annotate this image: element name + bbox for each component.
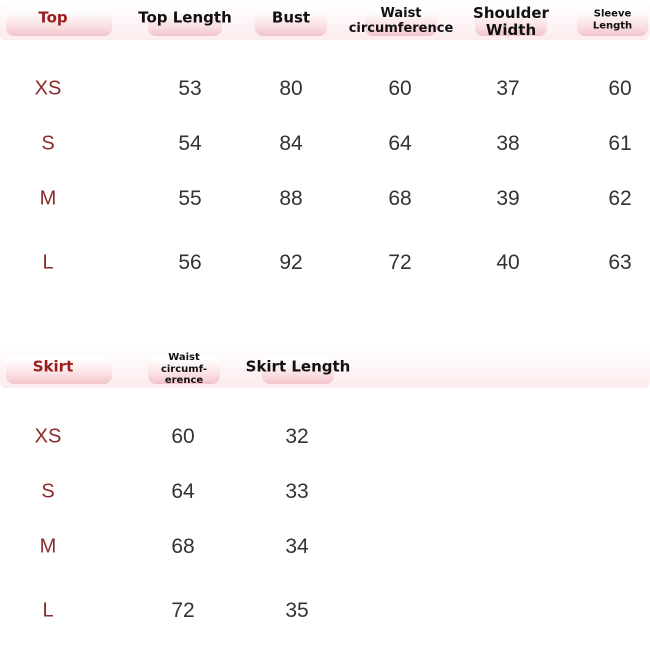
measurement-cell: 32 <box>285 425 309 448</box>
measurement-cell: 38 <box>496 132 520 155</box>
measurement-cell: 34 <box>285 535 309 558</box>
header-pill <box>255 8 327 36</box>
measurement-cell: 54 <box>178 132 202 155</box>
measurement-cell: 84 <box>279 132 303 155</box>
measurement-cell: 68 <box>171 535 195 558</box>
measurement-cell: 60 <box>388 77 412 100</box>
header-pill <box>6 356 112 384</box>
column-header: Skirt Length <box>245 357 351 376</box>
measurement-cell: 92 <box>279 251 303 274</box>
size-label: M <box>39 187 57 210</box>
header-pill <box>475 8 547 36</box>
measurement-cell: 55 <box>178 187 202 210</box>
measurement-cell: 39 <box>496 187 520 210</box>
measurement-cell: 64 <box>171 480 195 503</box>
header-pill <box>365 8 437 36</box>
size-label: S <box>41 132 55 155</box>
measurement-cell: 33 <box>285 480 309 503</box>
measurement-cell: 37 <box>496 77 520 100</box>
header-pill <box>148 8 222 36</box>
size-label: XS <box>34 77 62 100</box>
column-header: Top <box>38 8 68 27</box>
measurement-cell: 53 <box>178 77 202 100</box>
column-header: Sleeve Length <box>592 8 633 32</box>
header-pill <box>6 8 112 36</box>
size-label: S <box>41 480 55 503</box>
column-header: Skirt <box>32 357 74 376</box>
size-label: M <box>39 535 57 558</box>
column-header: Top Length <box>138 8 232 27</box>
measurement-cell: 72 <box>171 599 195 622</box>
measurement-cell: 56 <box>178 251 202 274</box>
header-pill <box>148 356 220 384</box>
measurement-cell: 64 <box>388 132 412 155</box>
measurement-cell: 60 <box>608 77 632 100</box>
size-label: L <box>42 251 54 274</box>
measurement-cell: 80 <box>279 77 303 100</box>
measurement-cell: 72 <box>388 251 412 274</box>
measurement-cell: 68 <box>388 187 412 210</box>
measurement-cell: 61 <box>608 132 632 155</box>
column-header: Waist circumf-erence <box>160 351 208 386</box>
column-header: Bust <box>271 8 311 27</box>
measurement-cell: 35 <box>285 599 309 622</box>
size-label: L <box>42 599 54 622</box>
measurement-cell: 62 <box>608 187 632 210</box>
header-pill <box>577 8 648 36</box>
header-pill <box>262 356 334 384</box>
measurement-cell: 60 <box>171 425 195 448</box>
measurement-cell: 63 <box>608 251 632 274</box>
column-header: Shoulder Width <box>473 3 549 39</box>
measurement-cell: 88 <box>279 187 303 210</box>
measurement-cell: 40 <box>496 251 520 274</box>
size-label: XS <box>34 425 62 448</box>
column-header: Waist circumference <box>348 6 454 36</box>
